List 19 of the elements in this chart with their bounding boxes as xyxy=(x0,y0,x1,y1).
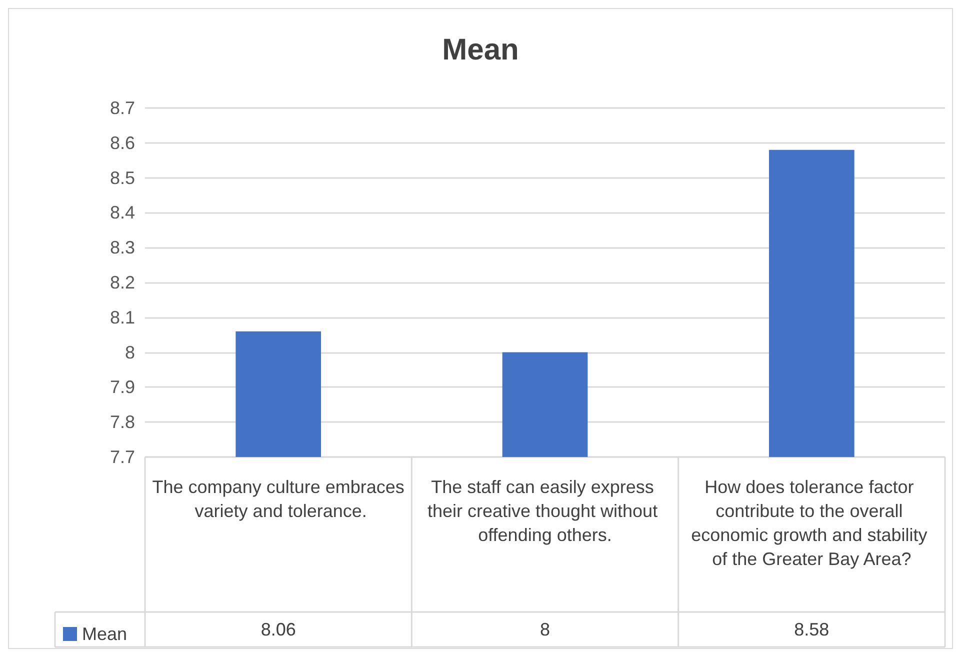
x-tick-label: The staff can easily express their creative thought without offending others. xyxy=(427,477,663,545)
y-tick-label: 8.6 xyxy=(110,132,135,153)
y-tick-label: 8.5 xyxy=(110,168,135,188)
y-tick-label: 8.1 xyxy=(110,307,135,328)
legend-label: Mean xyxy=(82,624,128,644)
y-tick-label: 7.7 xyxy=(110,447,135,467)
chart-title: Mean xyxy=(442,34,519,66)
data-label: 8.58 xyxy=(794,620,830,640)
data-label: 8 xyxy=(540,620,550,640)
y-tick-label: 8.7 xyxy=(110,98,135,118)
y-tick-label: 7.9 xyxy=(110,377,135,398)
data-label: 8.06 xyxy=(260,620,296,640)
y-tick-label: 8.3 xyxy=(110,238,135,258)
y-tick-label: 8.4 xyxy=(110,202,135,223)
x-tick-label: The company culture embraces variety and tolerance. xyxy=(152,477,404,521)
y-tick-label: 8 xyxy=(124,342,135,362)
y-tick-label: 8.2 xyxy=(110,272,135,292)
x-tick-label: How does tolerance factor contribute to the overall economic growth and stability of the Greater Bay Area? xyxy=(691,477,932,569)
y-tick-label: 7.8 xyxy=(110,412,135,432)
